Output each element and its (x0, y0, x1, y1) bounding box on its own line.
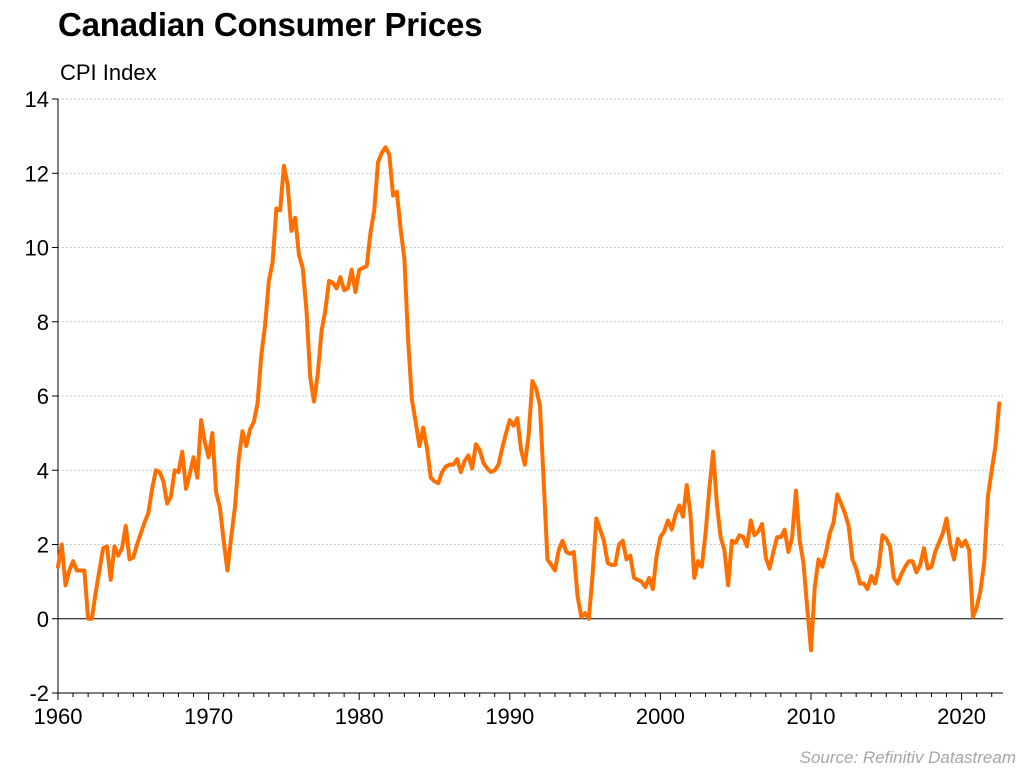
x-tick-label: 1990 (485, 704, 534, 729)
x-tick-label: 2000 (636, 704, 685, 729)
y-tick-label: 0 (37, 607, 49, 632)
x-tick-label: 1980 (335, 704, 384, 729)
gridlines (58, 98, 1003, 545)
y-tick-label: 12 (25, 161, 49, 186)
chart-title: Canadian Consumer Prices (58, 6, 483, 43)
y-tick-label: 10 (25, 236, 49, 261)
y-tick-label: 6 (37, 384, 49, 409)
x-tick-label: 2020 (937, 704, 986, 729)
chart-source: Source: Refinitiv Datastream (799, 748, 1016, 767)
x-tick-label: 1970 (184, 704, 233, 729)
y-tick-label: 14 (25, 87, 49, 112)
x-tick-label: 1960 (34, 704, 83, 729)
chart-subtitle: CPI Index (60, 60, 157, 85)
y-tick-label: 2 (37, 533, 49, 558)
y-tick-label: -2 (29, 681, 49, 706)
series-layer (56, 145, 1002, 653)
y-tick-label: 8 (37, 310, 49, 335)
x-tick-label: 2010 (787, 704, 836, 729)
y-tick-label: 4 (37, 458, 49, 483)
cpi-series-line (56, 145, 1002, 653)
